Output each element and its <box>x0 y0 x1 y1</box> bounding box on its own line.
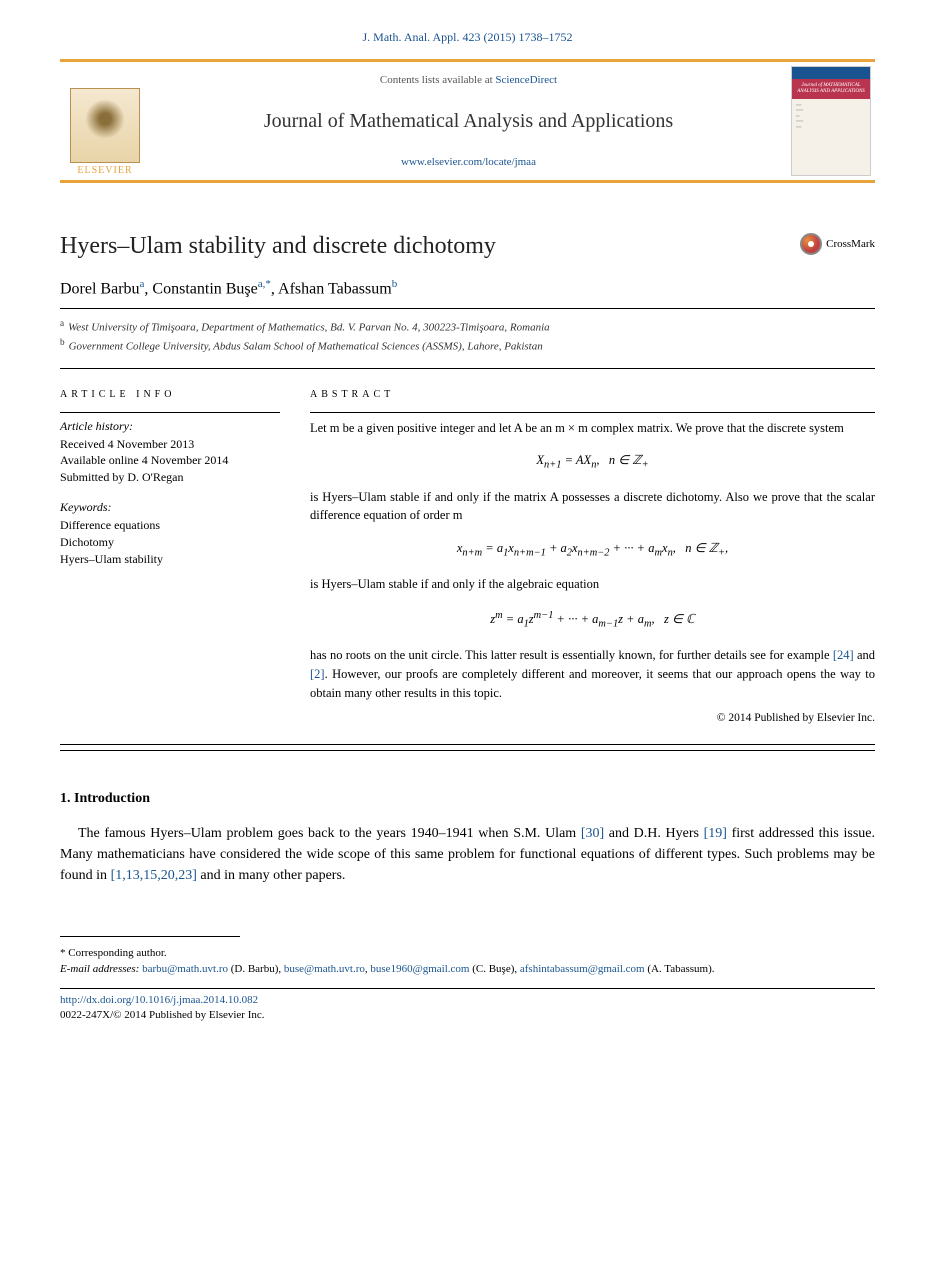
email-label: E-mail addresses: <box>60 963 139 975</box>
abstract-eq1: Xn+1 = AXn, n ∈ ℤ+ <box>310 451 875 473</box>
abstract-p4: has no roots on the unit circle. This la… <box>310 646 875 702</box>
article-title: Hyers–Ulam stability and discrete dichot… <box>60 233 496 260</box>
issn-copyright: 0022-247X/© 2014 Published by Elsevier I… <box>60 1008 875 1023</box>
refs-multi[interactable]: [1,13,15,20,23] <box>111 868 197 883</box>
abstract-column: abstract Let m be a given positive integ… <box>310 389 875 728</box>
header-center: Contents lists available at ScienceDirec… <box>150 62 787 180</box>
received-line: Received 4 November 2013 <box>60 436 280 453</box>
intro-heading: 1. Introduction <box>60 791 875 807</box>
crossmark-badge[interactable]: CrossMark <box>800 233 875 255</box>
elsevier-tree-icon <box>70 88 140 163</box>
submitted-line: Submitted by D. O'Regan <box>60 469 280 486</box>
article-info-heading: article info <box>60 389 280 400</box>
publisher-logo[interactable]: ELSEVIER <box>60 62 150 180</box>
cover-title: Journal of MATHEMATICAL ANALYSIS AND APP… <box>792 79 870 99</box>
keywords-label: Keywords: <box>60 500 280 515</box>
contents-prefix: Contents lists available at <box>380 74 495 86</box>
ref-19[interactable]: [19] <box>704 826 727 841</box>
intro-paragraph: The famous Hyers–Ulam problem goes back … <box>60 823 875 886</box>
corresponding-footnote: * Corresponding author. <box>60 945 875 962</box>
abstract-copyright: © 2014 Published by Elsevier Inc. <box>310 710 875 727</box>
publisher-name: ELSEVIER <box>77 165 132 176</box>
author-list: Dorel Barbua, Constantin Buşea,*, Afshan… <box>60 278 875 309</box>
journal-homepage-link[interactable]: www.elsevier.com/locate/jmaa <box>160 156 777 168</box>
abstract-p3: is Hyers–Ulam stable if and only if the … <box>310 575 875 594</box>
history-label: Article history: <box>60 419 280 434</box>
info-abstract-row: article info Article history: Received 4… <box>60 389 875 745</box>
footnote-divider <box>60 936 240 937</box>
cover-top-band <box>792 67 870 79</box>
keyword-1: Difference equations <box>60 517 280 534</box>
contents-listing: Contents lists available at ScienceDirec… <box>160 74 777 86</box>
abstract-p2: is Hyers–Ulam stable if and only if the … <box>310 488 875 526</box>
abstract-p1: Let m be a given positive integer and le… <box>310 419 875 438</box>
article-info-column: article info Article history: Received 4… <box>60 389 280 728</box>
ref-30[interactable]: [30] <box>581 826 604 841</box>
cover-body: ━━━━━━━━━━━━━━━━ <box>792 99 870 134</box>
ref-2[interactable]: [2] <box>310 667 325 681</box>
email-link[interactable]: buse@math.uvt.ro <box>284 963 365 975</box>
divider <box>60 745 875 751</box>
journal-cover-thumbnail[interactable]: Journal of MATHEMATICAL ANALYSIS AND APP… <box>791 66 871 176</box>
citation-text: J. Math. Anal. Appl. 423 (2015) 1738–175… <box>363 30 573 44</box>
keywords-block: Keywords: Difference equations Dichotomy… <box>60 500 280 567</box>
email-link[interactable]: afshintabassum@gmail.com <box>520 963 645 975</box>
abstract-eq2: xn+m = a1xn+m−1 + a2xn+m−2 + ··· + amxn,… <box>310 539 875 561</box>
available-line: Available online 4 November 2014 <box>60 452 280 469</box>
article-history-block: Article history: Received 4 November 201… <box>60 412 280 486</box>
paper-page: J. Math. Anal. Appl. 423 (2015) 1738–175… <box>0 0 935 1063</box>
email-link[interactable]: barbu@math.uvt.ro <box>142 963 228 975</box>
journal-header-bar: ELSEVIER Contents lists available at Sci… <box>60 59 875 183</box>
title-row: Hyers–Ulam stability and discrete dichot… <box>60 233 875 260</box>
crossmark-label: CrossMark <box>826 238 875 250</box>
affiliation-b: bGovernment College University, Abdus Sa… <box>60 336 875 355</box>
crossmark-icon <box>800 233 822 255</box>
article-section: Hyers–Ulam stability and discrete dichot… <box>60 233 875 1023</box>
ref-24[interactable]: [24] <box>833 648 854 662</box>
abstract-eq3: zm = a1zm−1 + ··· + am−1z + am, z ∈ ℂ <box>310 608 875 632</box>
abstract-body: Let m be a given positive integer and le… <box>310 412 875 728</box>
doi-link[interactable]: http://dx.doi.org/10.1016/j.jmaa.2014.10… <box>60 993 875 1008</box>
keyword-3: Hyers–Ulam stability <box>60 551 280 568</box>
affiliation-a: aWest University of Timişoara, Departmen… <box>60 317 875 336</box>
email-link[interactable]: buse1960@gmail.com <box>370 963 469 975</box>
page-footer: http://dx.doi.org/10.1016/j.jmaa.2014.10… <box>60 988 875 1024</box>
sciencedirect-link[interactable]: ScienceDirect <box>495 74 557 86</box>
journal-name: Journal of Mathematical Analysis and App… <box>160 110 777 133</box>
keyword-2: Dichotomy <box>60 534 280 551</box>
citation-header[interactable]: J. Math. Anal. Appl. 423 (2015) 1738–175… <box>60 30 875 45</box>
affiliations: aWest University of Timişoara, Departmen… <box>60 317 875 368</box>
abstract-heading: abstract <box>310 389 875 400</box>
email-footnote: E-mail addresses: barbu@math.uvt.ro (D. … <box>60 961 875 978</box>
